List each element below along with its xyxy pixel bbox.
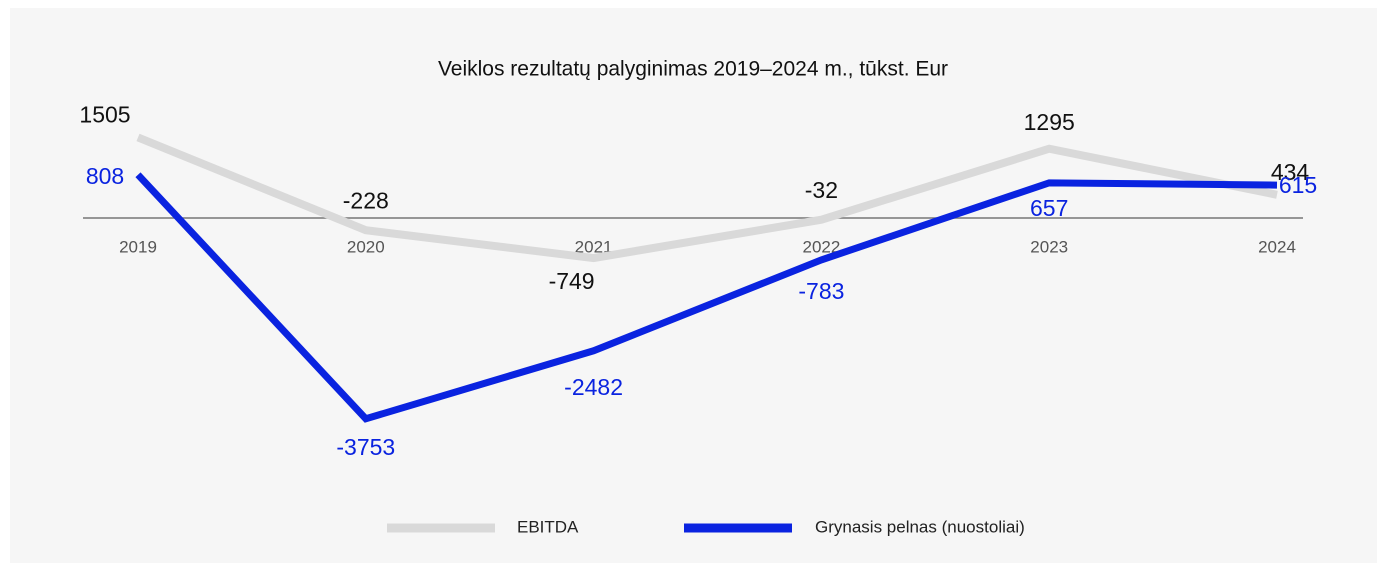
- x-tick-label: 2024: [1258, 237, 1296, 256]
- x-tick-label: 2022: [802, 237, 840, 256]
- data-label: -32: [805, 177, 838, 203]
- data-label: 808: [86, 163, 124, 189]
- data-label: -228: [343, 187, 389, 213]
- x-tick-label: 2020: [347, 237, 385, 256]
- data-label: 657: [1030, 195, 1068, 221]
- x-tick-label: 2021: [575, 237, 613, 256]
- chart-background: [10, 8, 1377, 563]
- chart-title: Veiklos rezultatų palyginimas 2019–2024 …: [438, 58, 948, 81]
- legend-label: Grynasis pelnas (nuostoliai): [815, 517, 1025, 536]
- x-tick-label: 2019: [119, 237, 157, 256]
- data-label: -749: [549, 268, 595, 294]
- legend-label: EBITDA: [517, 517, 579, 536]
- data-label: 434: [1271, 159, 1310, 185]
- data-label: 1505: [79, 102, 130, 128]
- series-line: [135, 172, 1278, 423]
- data-label: -3753: [336, 434, 395, 460]
- data-label: 1295: [1024, 109, 1075, 135]
- series-line: [136, 133, 1278, 263]
- data-label: 615: [1279, 172, 1317, 198]
- data-label: -783: [798, 278, 844, 304]
- data-label: -2482: [564, 374, 623, 400]
- x-tick-label: 2023: [1030, 237, 1068, 256]
